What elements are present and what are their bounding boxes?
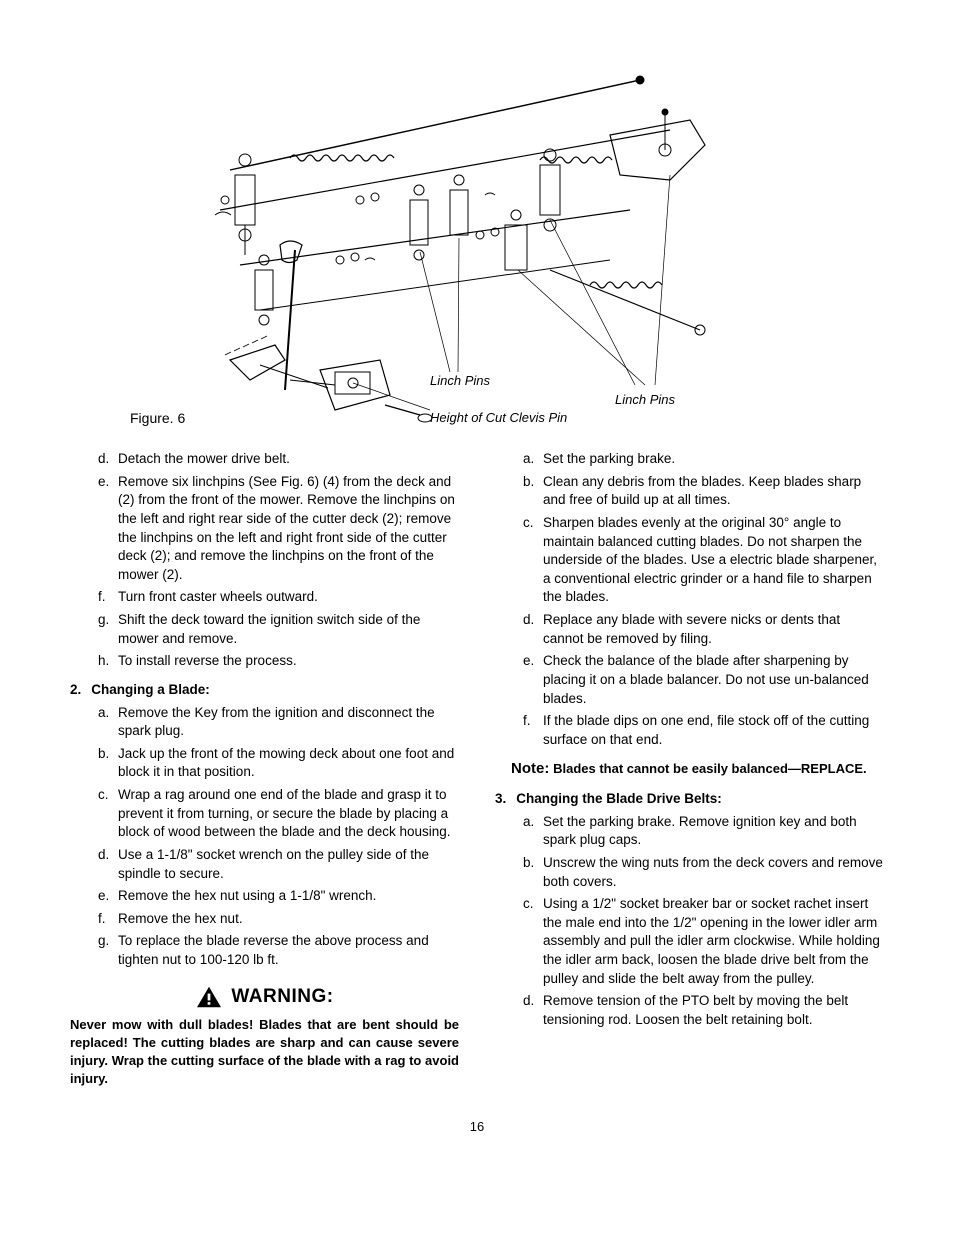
list-item: c. Wrap a rag around one end of the blade…: [98, 786, 459, 842]
list-text: Remove the hex nut.: [118, 911, 243, 926]
list-item: e. Remove six linchpins (See Fig. 6) (4) …: [98, 473, 459, 585]
list-text: To install reverse the process.: [118, 653, 297, 668]
list-item: f. Remove the hex nut.: [98, 910, 459, 929]
warning-icon: [195, 985, 223, 1009]
note-block: Note: Blades that cannot be easily balan…: [511, 759, 884, 780]
list-item: b. Clean any debris from the blades. Keep…: [523, 473, 884, 510]
list-text: Remove the hex nut using a 1-1/8" wrench…: [118, 888, 376, 903]
list-item: c. Using a 1/2" socket breaker bar or soc…: [523, 895, 884, 988]
section-3-number: 3.: [495, 790, 506, 809]
section-2-title: Changing a Blade:: [91, 681, 210, 700]
callout-linch-pins-left: Linch Pins: [430, 373, 490, 388]
list-marker: e.: [98, 473, 109, 492]
list-item: a. Set the parking brake. Remove ignition…: [523, 813, 884, 850]
list-item: g. To replace the blade reverse the above…: [98, 932, 459, 969]
list-marker: d.: [523, 992, 534, 1011]
list-text: Set the parking brake. Remove ignition k…: [543, 814, 857, 848]
list-marker: c.: [523, 895, 534, 914]
list-marker: e.: [523, 652, 534, 671]
list-marker: a.: [523, 813, 534, 832]
list-marker: g.: [98, 611, 109, 630]
list-marker: d.: [98, 450, 109, 469]
list-item: b. Unscrew the wing nuts from the deck co…: [523, 854, 884, 891]
list-marker: f.: [98, 910, 106, 929]
section-3-heading: 3. Changing the Blade Drive Belts:: [495, 790, 884, 809]
section-2-number: 2.: [70, 681, 81, 700]
section-2-heading: 2. Changing a Blade:: [70, 681, 459, 700]
note-text: Blades that cannot be easily balanced—RE…: [553, 761, 867, 776]
continuation-list-right: a. Set the parking brake. b. Clean any debr…: [495, 450, 884, 749]
warning-block: WARNING: Never mow with dull blades! Bla…: [70, 984, 459, 1089]
list-text: Remove tension of the PTO belt by moving…: [543, 993, 848, 1027]
list-item: f. Turn front caster wheels outward.: [98, 588, 459, 607]
list-marker: b.: [523, 473, 534, 492]
list-item: h. To install reverse the process.: [98, 652, 459, 671]
list-marker: g.: [98, 932, 109, 951]
list-marker: h.: [98, 652, 109, 671]
list-text: Turn front caster wheels outward.: [118, 589, 318, 604]
page: Figure. 6 Linch Pins Linch Pins Height o…: [0, 0, 954, 1174]
callout-clevis: Height of Cut Clevis Pin: [430, 410, 567, 425]
list-item: f. If the blade dips on one end, file sto…: [523, 712, 884, 749]
list-text: Unscrew the wing nuts from the deck cove…: [543, 855, 883, 889]
list-text: Remove six linchpins (See Fig. 6) (4) fr…: [118, 474, 455, 582]
section-3-list: a. Set the parking brake. Remove ignition…: [495, 813, 884, 1030]
list-item: b. Jack up the front of the mowing deck a…: [98, 745, 459, 782]
figure-label: Figure. 6: [130, 410, 185, 426]
list-marker: f.: [98, 588, 106, 607]
list-marker: c.: [523, 514, 534, 533]
list-item: e. Check the balance of the blade after s…: [523, 652, 884, 708]
list-item: d. Replace any blade with severe nicks or…: [523, 611, 884, 648]
list-item: a. Set the parking brake.: [523, 450, 884, 469]
list-text: To replace the blade reverse the above p…: [118, 933, 429, 967]
callout-linch-pins-right: Linch Pins: [615, 392, 675, 407]
list-text: Using a 1/2" socket breaker bar or socke…: [543, 896, 880, 986]
list-marker: a.: [523, 450, 534, 469]
warning-text: Never mow with dull blades! Blades that …: [70, 1016, 459, 1089]
list-item: d. Remove tension of the PTO belt by movi…: [523, 992, 884, 1029]
note-label: Note:: [511, 760, 549, 777]
continuation-list-left: d. Detach the mower drive belt. e. Remove s…: [70, 450, 459, 671]
list-text: Check the balance of the blade after sha…: [543, 653, 869, 705]
warning-title-row: WARNING:: [70, 984, 459, 1010]
section-3-title: Changing the Blade Drive Belts:: [516, 790, 722, 809]
figure-6: Figure. 6 Linch Pins Linch Pins Height o…: [70, 60, 884, 440]
list-text: Remove the Key from the ignition and dis…: [118, 705, 435, 739]
list-text: Use a 1-1/8" socket wrench on the pulley…: [118, 847, 429, 881]
list-text: Jack up the front of the mowing deck abo…: [118, 746, 454, 780]
list-marker: b.: [523, 854, 534, 873]
list-text: Shift the deck toward the ignition switc…: [118, 612, 420, 646]
list-item: d. Use a 1-1/8" socket wrench on the pull…: [98, 846, 459, 883]
list-text: Sharpen blades evenly at the original 30…: [543, 515, 877, 605]
list-item: a. Remove the Key from the ignition and d…: [98, 704, 459, 741]
page-number: 16: [70, 1119, 884, 1134]
warning-label: WARNING:: [231, 984, 333, 1010]
text-columns: d. Detach the mower drive belt. e. Remove s…: [70, 450, 884, 1089]
list-marker: b.: [98, 745, 109, 764]
section-2-list: a. Remove the Key from the ignition and d…: [70, 704, 459, 970]
list-item: e. Remove the hex nut using a 1-1/8" wren…: [98, 887, 459, 906]
list-item: c. Sharpen blades evenly at the original …: [523, 514, 884, 607]
right-column: a. Set the parking brake. b. Clean any debr…: [495, 450, 884, 1089]
list-text: If the blade dips on one end, file stock…: [543, 713, 869, 747]
list-marker: c.: [98, 786, 109, 805]
list-text: Clean any debris from the blades. Keep b…: [543, 474, 861, 508]
list-marker: a.: [98, 704, 109, 723]
left-column: d. Detach the mower drive belt. e. Remove s…: [70, 450, 459, 1089]
list-text: Detach the mower drive belt.: [118, 451, 290, 466]
list-marker: e.: [98, 887, 109, 906]
list-marker: d.: [98, 846, 109, 865]
list-text: Replace any blade with severe nicks or d…: [543, 612, 840, 646]
list-text: Wrap a rag around one end of the blade a…: [118, 787, 451, 839]
list-item: g. Shift the deck toward the ignition swi…: [98, 611, 459, 648]
list-item: d. Detach the mower drive belt.: [98, 450, 459, 469]
list-marker: f.: [523, 712, 531, 731]
list-text: Set the parking brake.: [543, 451, 675, 466]
list-marker: d.: [523, 611, 534, 630]
